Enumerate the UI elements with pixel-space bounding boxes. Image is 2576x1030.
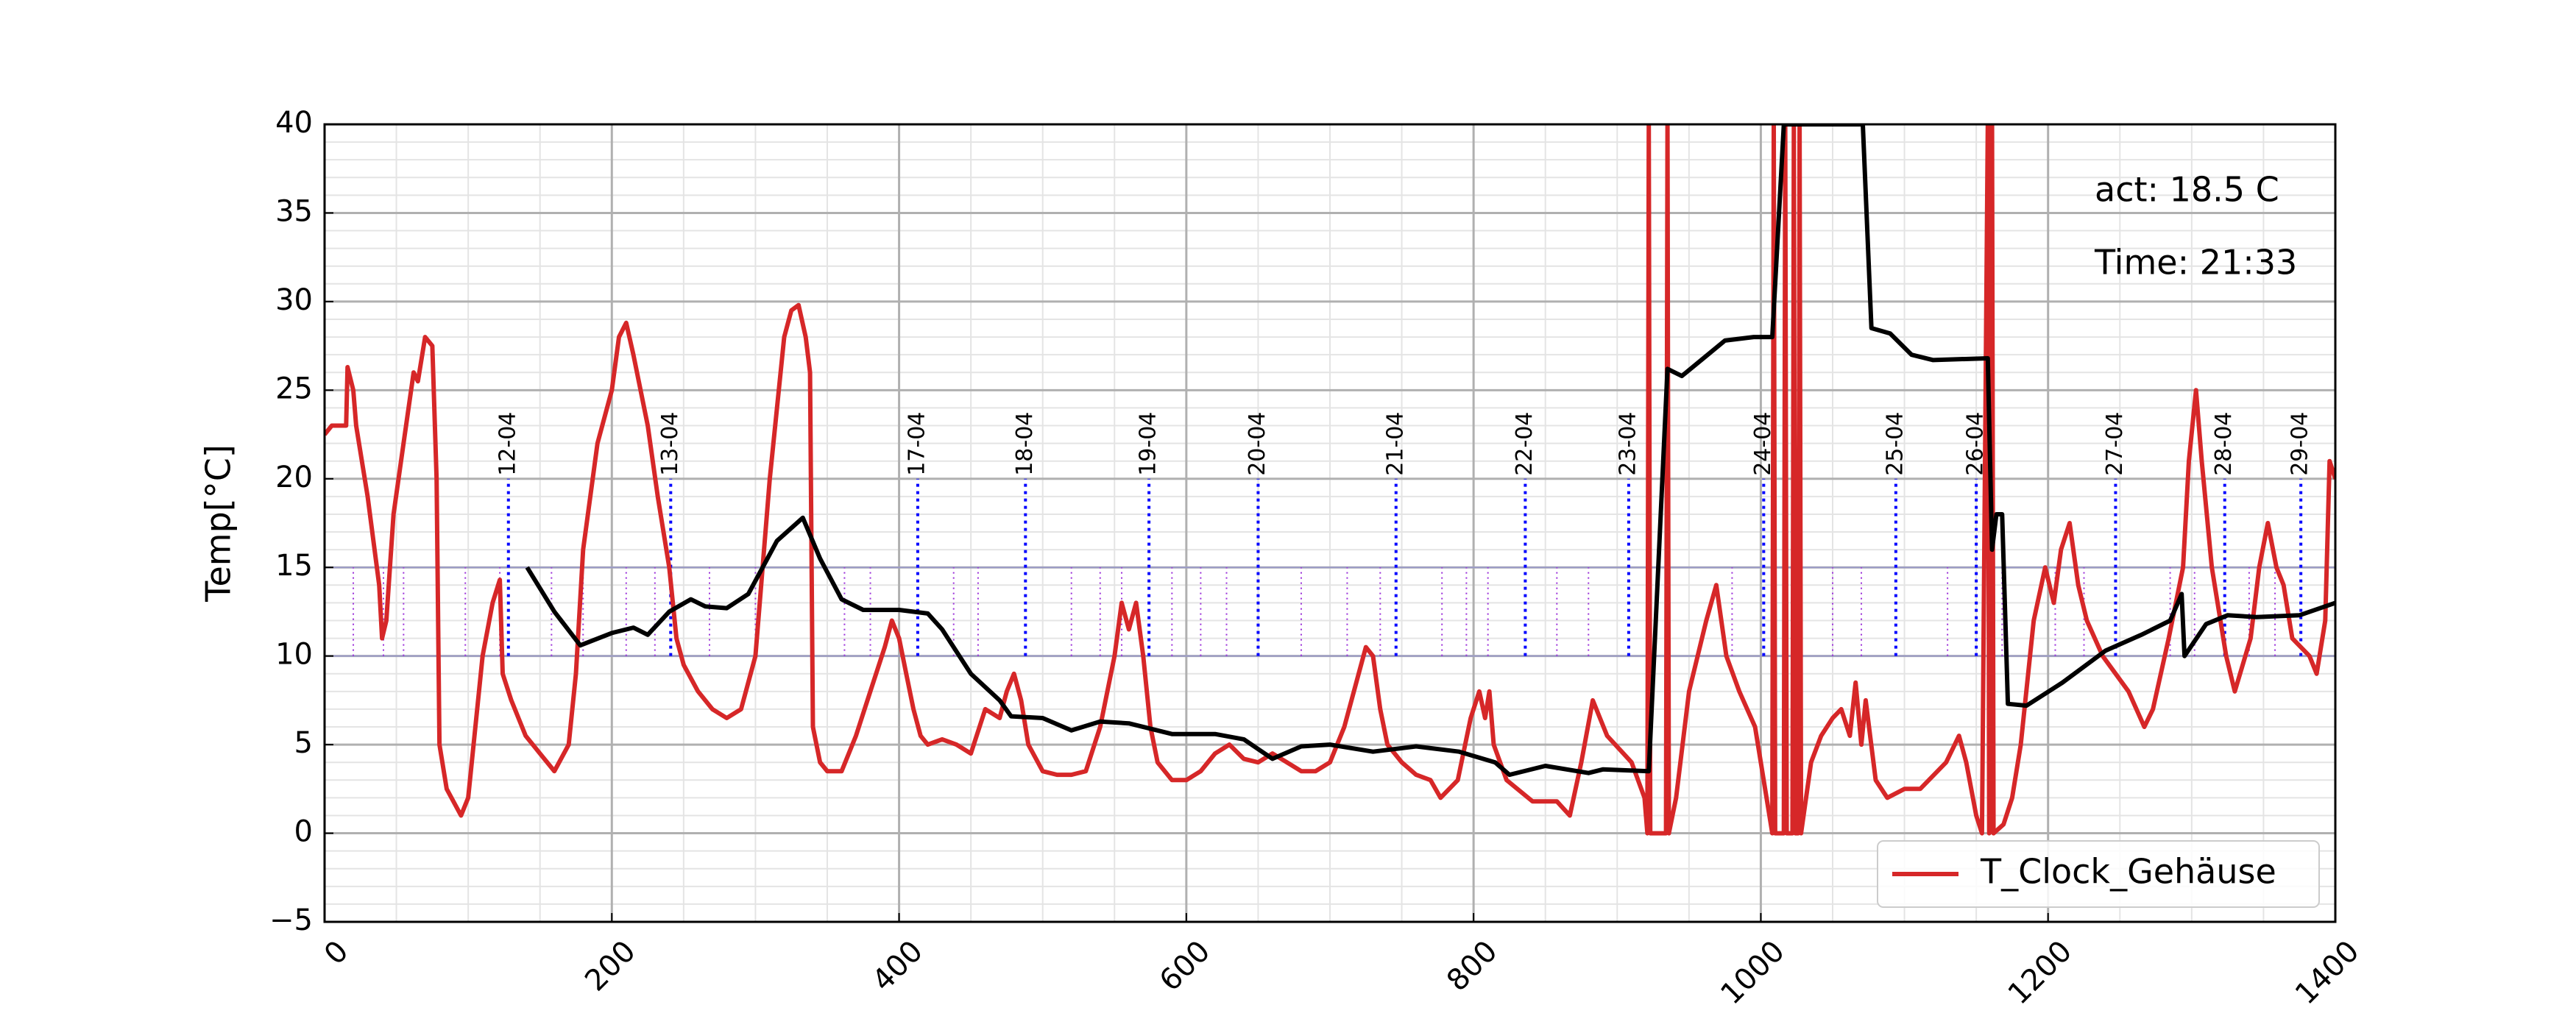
x-tick-label: 1000 [1714, 934, 1791, 1012]
plot-content: 12-04 13-04 17-04 18-04 19-04 20-04 21-04 22-04… [325, 124, 2335, 836]
day-label: 22-04 [1512, 412, 1538, 476]
legend-box [1877, 840, 2320, 908]
y-tick-label: 10 [275, 638, 313, 672]
y-tick-label: 5 [294, 726, 313, 760]
x-tick-label: 600 [1153, 934, 1217, 998]
y-tick-label: 0 [294, 815, 313, 849]
y-tick-label: 30 [275, 283, 313, 317]
y-tick-label: 40 [275, 106, 313, 140]
annotation: Time: 21:33 [2094, 243, 2297, 283]
y-tick-label: 25 [275, 372, 313, 405]
day-label: 17-04 [904, 412, 930, 476]
day-label: 25-04 [1882, 412, 1908, 476]
series-line [325, 124, 2335, 836]
day-label: 21-04 [1382, 412, 1408, 476]
day-label: 23-04 [1615, 412, 1641, 476]
day-label: 27-04 [2102, 412, 2128, 476]
y-tick-label: 15 [275, 549, 313, 583]
x-tick-label: 200 [578, 934, 643, 998]
annotation: act: 18.5 C [2095, 170, 2279, 210]
x-tick-label: 1400 [2289, 934, 2366, 1012]
day-label: 19-04 [1136, 412, 1161, 476]
legend-label: T_Clock_Gehäuse [1980, 852, 2276, 892]
y-tick-label: −5 [269, 903, 313, 937]
x-tick-label: 0 [318, 934, 355, 972]
day-label: 18-04 [1012, 412, 1038, 476]
y-tick-label: 35 [275, 194, 313, 228]
y-axis-label: Temp[°C] [199, 444, 238, 603]
x-tick-label: 800 [1440, 934, 1504, 998]
day-label: 28-04 [2211, 412, 2237, 476]
day-label: 12-04 [495, 412, 520, 476]
series-line [525, 124, 2335, 778]
x-tick-label: 1200 [2002, 934, 2079, 1012]
y-tick-label: 20 [275, 461, 313, 494]
plot-frame [323, 123, 2337, 923]
x-tick-label: 400 [866, 934, 930, 998]
day-label: 20-04 [1245, 412, 1270, 476]
day-label: 29-04 [2287, 412, 2313, 476]
day-label: 13-04 [657, 412, 683, 476]
legend: T_Clock_Gehäuse [1877, 840, 2320, 908]
